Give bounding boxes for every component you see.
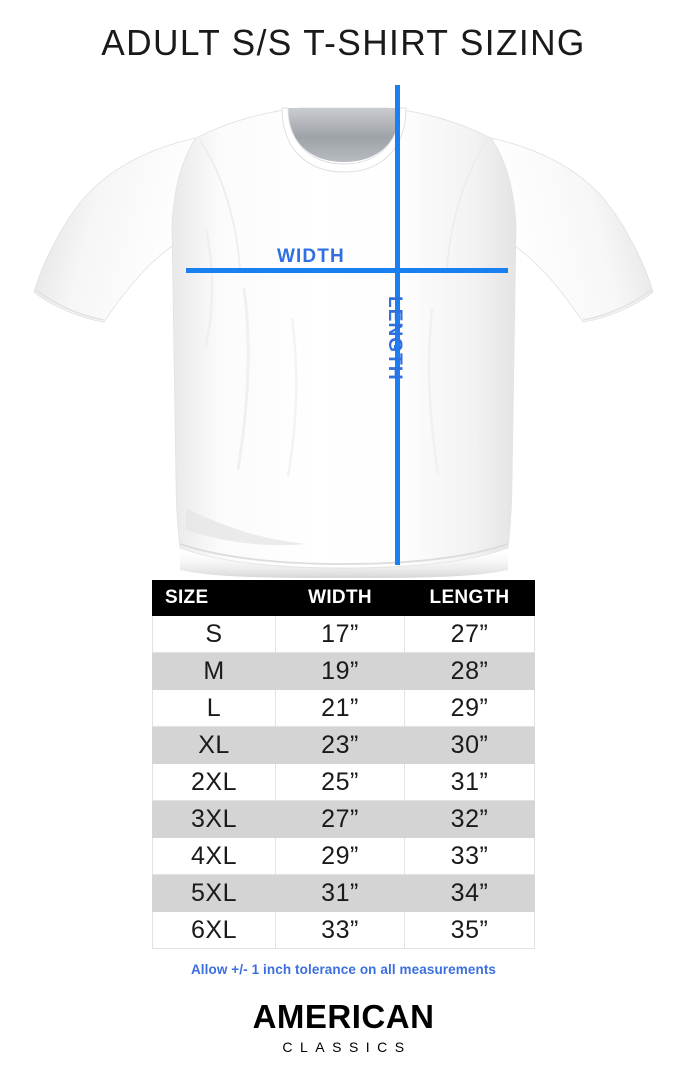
table-row: 2XL 25” 31” [152, 763, 535, 801]
table-body: S 17” 27” M 19” 28” L 21” 29” XL 23” 30”… [152, 615, 535, 949]
cell-width: 31” [275, 874, 405, 912]
width-label: WIDTH [277, 246, 345, 267]
cell-length: 27” [404, 615, 535, 653]
length-guide-line [395, 85, 400, 565]
table-header-row: SIZE WIDTH LENGTH [152, 580, 535, 616]
cell-length: 35” [404, 911, 535, 949]
cell-width: 33” [275, 911, 405, 949]
table-row: L 21” 29” [152, 689, 535, 727]
cell-size: S [152, 615, 276, 653]
cell-length: 29” [404, 689, 535, 727]
column-header-size: SIZE [152, 580, 276, 616]
cell-size: 5XL [152, 874, 276, 912]
cell-size: 2XL [152, 763, 276, 801]
table-row: 4XL 29” 33” [152, 837, 535, 875]
table-row: XL 23” 30” [152, 726, 535, 764]
table-row: S 17” 27” [152, 615, 535, 653]
column-header-length: LENGTH [404, 580, 535, 616]
cell-length: 32” [404, 800, 535, 838]
table-row: 6XL 33” 35” [152, 911, 535, 949]
cell-size: XL [152, 726, 276, 764]
cell-width: 17” [275, 615, 405, 653]
column-header-width: WIDTH [275, 580, 405, 616]
cell-width: 27” [275, 800, 405, 838]
cell-length: 34” [404, 874, 535, 912]
length-label: LENGTH [384, 296, 405, 381]
cell-length: 31” [404, 763, 535, 801]
size-table: SIZE WIDTH LENGTH S 17” 27” M 19” 28” L … [152, 580, 535, 949]
cell-width: 29” [275, 837, 405, 875]
table-header: SIZE WIDTH LENGTH [152, 580, 535, 616]
cell-width: 25” [275, 763, 405, 801]
cell-size: 3XL [152, 800, 276, 838]
brand-logo: AMERICAN CLASSICS [0, 998, 687, 1055]
cell-length: 33” [404, 837, 535, 875]
table-row: M 19” 28” [152, 652, 535, 690]
cell-width: 21” [275, 689, 405, 727]
cell-size: L [152, 689, 276, 727]
brand-name-primary: AMERICAN [252, 998, 435, 1035]
brand-name-secondary: CLASSICS [282, 1038, 412, 1055]
cell-size: 6XL [152, 911, 276, 949]
cell-length: 28” [404, 652, 535, 690]
cell-size: 4XL [152, 837, 276, 875]
cell-size: M [152, 652, 276, 690]
cell-width: 23” [275, 726, 405, 764]
page-title: ADULT S/S T-SHIRT SIZING [101, 22, 586, 63]
table-row: 3XL 27” 32” [152, 800, 535, 838]
cell-length: 30” [404, 726, 535, 764]
table-row: 5XL 31” 34” [152, 874, 535, 912]
cell-width: 19” [275, 652, 405, 690]
width-guide-line [186, 268, 508, 273]
tolerance-note: Allow +/- 1 inch tolerance on all measur… [190, 962, 497, 977]
tshirt-graphic [33, 107, 654, 578]
tshirt-illustration [0, 78, 687, 578]
